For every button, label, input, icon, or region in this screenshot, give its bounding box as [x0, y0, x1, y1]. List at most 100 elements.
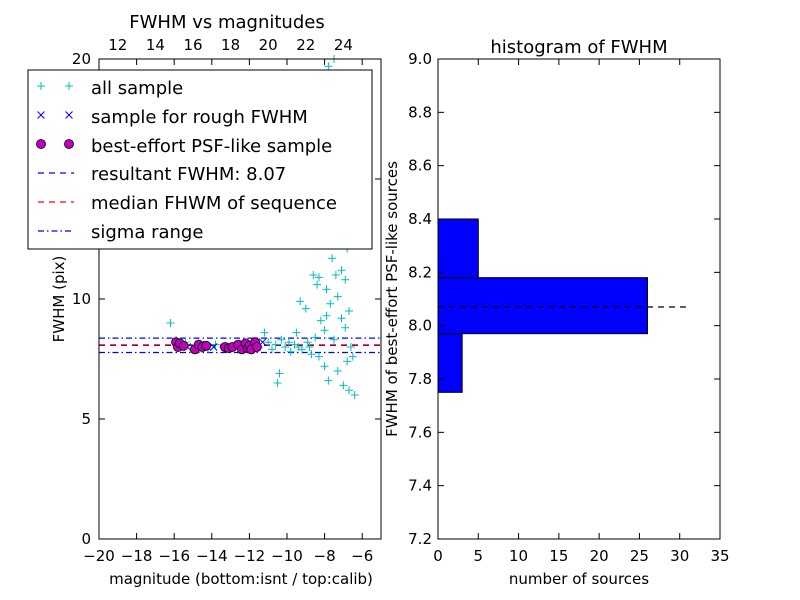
series-0-point-45 — [324, 376, 333, 385]
series-0-point-22 — [277, 335, 286, 344]
series-0-point-75 — [331, 271, 340, 279]
scatter-top-tick-label: 12 — [108, 36, 127, 54]
series-0-point-53 — [333, 292, 342, 301]
series-0-point-42 — [320, 362, 329, 371]
scatter-x-tick-label: −16 — [158, 547, 190, 565]
series-0-point-36 — [311, 333, 320, 342]
series-0-point-37 — [313, 280, 322, 289]
series-0-point-29 — [296, 297, 305, 306]
series-0-point-25 — [286, 347, 295, 356]
histogram-x-tick-label: 0 — [433, 547, 443, 565]
legend-marker-1-a — [37, 111, 45, 119]
series-0-point-35 — [309, 271, 318, 279]
series-0-point-60 — [339, 381, 348, 390]
scatter-x-tick-label: −8 — [314, 547, 336, 565]
scatter-x-tick-label: −12 — [234, 547, 266, 565]
histogram-y-tick-label: 7.4 — [408, 477, 432, 495]
series-0-point-69 — [350, 391, 359, 399]
histogram-x-tick-label: 10 — [509, 547, 528, 565]
scatter-x-tick-label: −6 — [351, 547, 373, 565]
series-0-point-32 — [303, 338, 312, 347]
histogram-x-axis-label: number of sources — [509, 570, 649, 588]
histogram-y-tick-label: 8.6 — [408, 157, 432, 175]
histogram-x-tick-label: 15 — [549, 547, 568, 565]
series-0-point-68 — [348, 352, 357, 361]
series-0-point-19 — [271, 340, 280, 349]
legend-label-rough-sample: sample for rough FWHM — [91, 107, 308, 128]
scatter-title: FWHM vs magnitudes — [129, 12, 324, 33]
histogram-y-axis-label: FWHM of best-effort PSF-like sources — [383, 161, 401, 437]
legend-marker-2-a — [36, 139, 46, 149]
series-0-point-71 — [324, 62, 333, 71]
scatter-y-axis-label: FWHM (pix) — [50, 256, 68, 343]
legend-label-median-fwhm: median FHWM of sequence — [91, 193, 337, 214]
series-0-point-31 — [301, 304, 310, 313]
scatter-top-tick-label: 24 — [334, 36, 353, 54]
scatter-y-tick-label: 5 — [81, 410, 91, 428]
series-0-point-54 — [333, 367, 342, 375]
series-0-point-57 — [337, 266, 346, 275]
scatter-x-tick-label: −10 — [271, 547, 303, 565]
scatter-x-axis-label: magnitude (bottom:isnt / top:calib) — [109, 570, 373, 588]
series-0-point-49 — [330, 335, 338, 344]
series-0-point-67 — [346, 343, 355, 351]
series-0-point-62 — [341, 323, 350, 332]
series-0-point-43 — [322, 285, 331, 294]
scatter-top-tick-label: 18 — [221, 36, 240, 54]
histogram-bar-2 — [437, 218, 479, 279]
legend-label-sigma-range: sigma range — [91, 222, 203, 243]
legend-box — [27, 69, 373, 250]
histogram-y-tick-label: 8.8 — [408, 103, 432, 121]
series-2-point-3 — [178, 340, 189, 351]
histogram-y-tick-label: 7.6 — [408, 423, 432, 441]
histogram-x-tick-label: 25 — [630, 547, 649, 565]
series-0-point-64 — [343, 357, 352, 366]
series-0-point-48 — [328, 254, 337, 263]
scatter-legend: all sample sample for rough FWHM best-ef… — [27, 69, 373, 250]
histogram-y-tick-label: 7.8 — [408, 370, 432, 388]
histogram-panel: 0 5 10 15 20 25 30 35 7.2 7.4 7.6 7.8 8.0 8.2 8.4 8.6 8… — [383, 37, 730, 588]
scatter-y-tick-label: 0 — [81, 530, 91, 548]
histogram-x-tick-label: 5 — [474, 547, 484, 565]
series-0-point-24 — [284, 338, 293, 347]
series-0-point-65 — [345, 307, 354, 315]
scatter-y-tick-label: 10 — [72, 290, 91, 308]
histogram-x-tick-label: 30 — [670, 547, 689, 565]
series-0-point-61 — [341, 275, 350, 284]
histogram-y-tick-label: 9.0 — [408, 50, 432, 68]
histogram-title: histogram of FWHM — [490, 37, 667, 58]
series-0-point-41 — [320, 326, 329, 335]
series-2-point-7 — [201, 340, 212, 351]
histogram-y-tick-label: 7.2 — [408, 530, 432, 548]
histogram-y-tick-label: 8.0 — [408, 317, 432, 335]
series-2-point-18 — [252, 342, 262, 352]
histogram-x-tick-label: 35 — [710, 547, 729, 565]
series-0-point-0 — [166, 319, 175, 327]
series-0-point-38 — [314, 352, 323, 361]
series-0-point-16 — [260, 328, 269, 337]
series-0-point-66 — [345, 386, 354, 395]
histogram-plot-frame — [437, 58, 721, 540]
series-0-point-17 — [264, 338, 273, 347]
series-0-point-33 — [305, 343, 314, 351]
scatter-top-tick-label: 14 — [146, 36, 165, 54]
series-0-point-76 — [322, 311, 331, 320]
scatter-y-tick-label: 20 — [72, 50, 91, 68]
series-0-point-39 — [316, 316, 325, 325]
histogram-bar-0 — [437, 333, 463, 393]
series-0-point-30 — [298, 345, 307, 354]
series-0-point-34 — [307, 350, 316, 359]
scatter-x-tick-label: −18 — [121, 547, 153, 565]
legend-label-resultant-fwhm: resultant FWHM: 8.07 — [91, 164, 286, 185]
legend-marker-1-b — [65, 111, 73, 119]
series-0-point-23 — [281, 343, 290, 351]
histogram-bar-1 — [437, 277, 648, 335]
series-0-point-77 — [314, 273, 323, 282]
series-0-point-46 — [326, 299, 335, 308]
series-0-point-58 — [337, 314, 346, 323]
legend-marker-0-a — [37, 82, 45, 90]
legend-label-psf-sample: best-effort PSF-like sample — [91, 136, 332, 157]
